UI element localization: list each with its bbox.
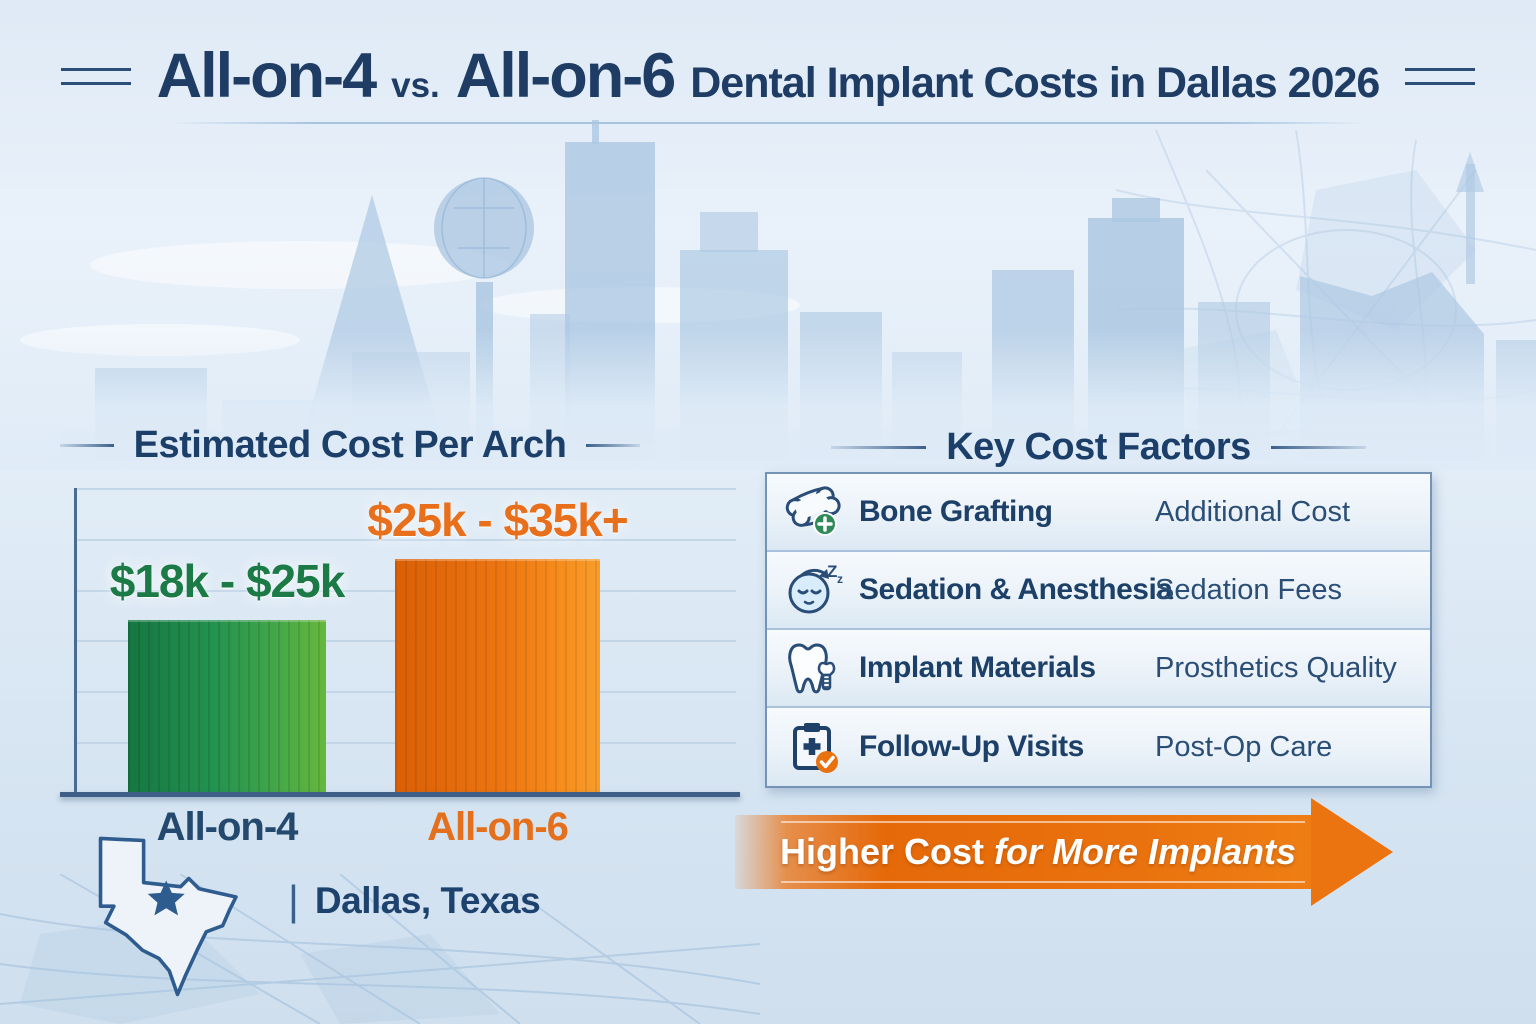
title-flourish-right-icon [1405, 67, 1476, 85]
higher-cost-arrow: Higher Cost for More Implants [735, 798, 1395, 906]
bar-all-on-4 [128, 620, 326, 792]
table-row: Z z Sedation & Anesthesia Sedation Fees [767, 552, 1430, 630]
bar-value-label: $18k - $25k [109, 555, 346, 607]
clipboard-check-icon [793, 723, 838, 773]
factors-title: Key Cost Factors [946, 426, 1251, 468]
category-label-all-on-4: All-on-4 [156, 805, 299, 849]
header-line-right [1270, 446, 1366, 449]
location-divider: | [288, 877, 299, 924]
arrow-caption-bold: Higher Cost [779, 831, 984, 872]
factor-name: Implant Materials [859, 651, 1096, 684]
y-axis [74, 488, 77, 793]
arrow-head-icon [1311, 798, 1393, 906]
factor-detail: Post-Op Care [1155, 730, 1333, 763]
bar-all-on-6 [395, 559, 600, 792]
chart-section-header: Estimated Cost Per Arch [60, 424, 640, 467]
svg-text:z: z [837, 572, 843, 586]
header-line-left [831, 446, 927, 449]
title-all-on-4: All-on-4 [156, 41, 377, 111]
bar-group-all-on-6: $25k - $35k+ [367, 493, 629, 792]
texas-map-icon [98, 836, 238, 997]
dallas-star-icon [147, 880, 185, 916]
table-row: Implant Materials Prosthetics Quality [767, 630, 1430, 708]
title-subject: Dental Implant Costs in Dallas 2026 [690, 59, 1380, 107]
factor-detail: Additional Cost [1155, 495, 1351, 528]
table-row: Follow-Up Visits Post-Op Care [767, 708, 1430, 786]
chart-title: Estimated Cost Per Arch [133, 424, 567, 466]
location-label: Dallas, Texas [314, 880, 541, 921]
factor-detail: Sedation Fees [1155, 573, 1343, 606]
factors-section-header: Key Cost Factors [765, 426, 1432, 469]
arrow-body [735, 815, 1311, 889]
svg-text:Z: Z [827, 562, 837, 581]
bar-chart: $18k - $25k $25k - $35k+ [60, 488, 740, 797]
location: | Dallas, Texas [288, 877, 541, 924]
title-vs: vs. [391, 66, 440, 105]
title-all-on-6: All-on-6 [455, 41, 676, 111]
factor-name: Sedation & Anesthesia [859, 573, 1173, 606]
table-row: Bone Grafting Additional Cost [767, 474, 1430, 552]
header-line-right [586, 444, 640, 447]
factor-name: Follow-Up Visits [859, 730, 1084, 763]
main-title: All-on-4 vs. All-on-6 Dental Implant Cos… [0, 40, 1536, 112]
tooth-implant-icon [788, 643, 836, 694]
factor-name: Bone Grafting [859, 495, 1053, 528]
gridline [76, 539, 736, 541]
title-flourish-left-icon [60, 67, 131, 85]
header-line-left [60, 444, 114, 447]
factor-detail: Prosthetics Quality [1155, 651, 1397, 684]
bone-grafting-icon [785, 486, 841, 536]
x-axis [60, 792, 740, 797]
category-label-all-on-6: All-on-6 [427, 805, 569, 849]
key-cost-factors-table: Bone Grafting Additional Cost Z z Sedati… [765, 472, 1432, 788]
bar-group-all-on-4: $18k - $25k [110, 554, 345, 792]
arrow-caption: Higher Cost for More Implants [765, 831, 1311, 873]
sedation-icon: Z z [788, 562, 843, 614]
bar-value-label: $25k - $35k+ [367, 494, 628, 546]
gridline [76, 488, 736, 490]
title-underline [168, 122, 1368, 124]
arrow-caption-italic: for More Implants [993, 831, 1297, 872]
